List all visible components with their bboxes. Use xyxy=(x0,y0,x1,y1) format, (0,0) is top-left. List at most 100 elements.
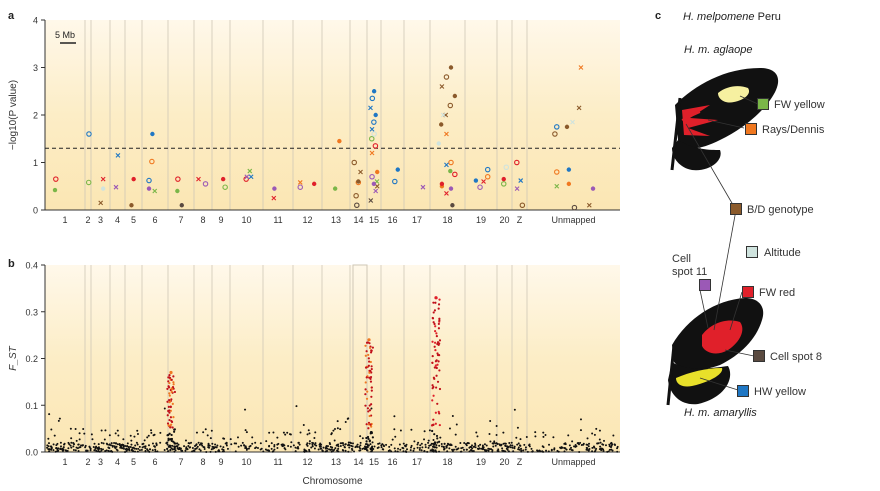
fst-point xyxy=(107,446,110,449)
fst-point xyxy=(367,427,370,430)
fst-point xyxy=(525,435,528,438)
fst-point xyxy=(124,450,127,453)
fst-point xyxy=(434,411,437,414)
fst-point xyxy=(270,442,273,445)
chromosome-label: 4 xyxy=(115,457,120,467)
data-point xyxy=(222,184,228,190)
fst-peak-top xyxy=(434,296,438,300)
data-point xyxy=(484,166,491,173)
fst-point xyxy=(314,442,317,445)
fst-point xyxy=(270,447,273,450)
fst-point xyxy=(370,371,373,374)
fst-point xyxy=(369,375,373,379)
fst-point xyxy=(571,449,574,452)
fst-point xyxy=(70,446,73,449)
fst-point xyxy=(313,447,316,450)
fst-point xyxy=(339,428,342,431)
data-point xyxy=(500,181,507,187)
data-point xyxy=(369,126,375,132)
fst-point xyxy=(471,447,474,450)
data-point xyxy=(514,186,520,192)
fst-point xyxy=(542,435,545,438)
fst-point xyxy=(429,444,432,447)
fst-point xyxy=(438,319,441,322)
fst-point xyxy=(516,426,519,429)
data-point xyxy=(369,150,375,156)
fst-point xyxy=(432,311,435,314)
fst-point xyxy=(586,437,589,440)
fst-point xyxy=(55,444,58,447)
fst-point xyxy=(409,446,412,449)
fst-point xyxy=(251,442,254,445)
fst-point xyxy=(207,442,210,445)
fst-point xyxy=(105,449,108,452)
fst-point xyxy=(488,432,491,435)
fst-point xyxy=(435,434,439,438)
fst-point xyxy=(144,445,147,448)
fst-point xyxy=(430,442,433,445)
hw-yellow-swatch xyxy=(737,385,749,397)
chromosome-label: Z xyxy=(517,457,523,467)
fst-point xyxy=(109,450,112,453)
fst-point xyxy=(513,408,516,411)
fst-point xyxy=(247,447,250,450)
fst-point xyxy=(117,434,120,437)
fst-point xyxy=(244,446,247,449)
fst-point xyxy=(171,402,174,405)
fst-point xyxy=(315,444,318,447)
cell-spot-11-swatch xyxy=(699,279,711,291)
fst-point xyxy=(308,442,311,445)
fst-point xyxy=(427,439,430,442)
fst-point xyxy=(77,443,80,446)
data-point xyxy=(443,74,450,80)
fst-point xyxy=(136,443,139,446)
chromosome-label: Unmapped xyxy=(551,215,595,225)
fst-point xyxy=(433,322,436,326)
fst-point xyxy=(434,325,437,328)
fst-point xyxy=(277,442,280,445)
fst-point xyxy=(142,442,145,445)
fst-point xyxy=(359,444,362,447)
fst-point xyxy=(579,441,582,444)
fst-point xyxy=(366,390,369,393)
fst-point xyxy=(170,378,173,381)
fst-point xyxy=(273,444,276,447)
data-point xyxy=(503,164,510,171)
fst-point xyxy=(437,307,440,310)
fst-point xyxy=(168,411,171,414)
fw-yellow-label: FW yellow xyxy=(774,99,825,111)
fst-point xyxy=(556,449,559,452)
data-point xyxy=(372,143,379,149)
fst-point xyxy=(364,344,367,347)
fst-point xyxy=(211,442,214,445)
fst-point xyxy=(536,449,539,452)
fst-point xyxy=(80,444,83,447)
fst-point xyxy=(502,431,505,434)
fst-point xyxy=(393,447,396,450)
fst-point xyxy=(195,431,198,434)
fst-point xyxy=(434,449,437,452)
fst-point xyxy=(67,447,70,450)
chromosome-label: 15 xyxy=(369,457,379,467)
fst-point xyxy=(104,429,107,432)
fst-point xyxy=(188,442,191,445)
fst-point xyxy=(451,414,454,417)
cell-spot-8-label: Cell spot 8 xyxy=(770,351,822,363)
fst-point xyxy=(146,436,149,439)
fst-point xyxy=(454,433,457,436)
data-point xyxy=(448,186,454,191)
fst-point xyxy=(57,447,60,450)
fst-point xyxy=(578,450,581,453)
fst-point xyxy=(111,445,114,448)
fst-point xyxy=(122,446,125,449)
fst-point xyxy=(424,446,427,449)
fst-peak-chr-18 xyxy=(430,296,442,452)
fst-point xyxy=(420,449,423,452)
chromosome-label: 17 xyxy=(412,457,422,467)
fst-point xyxy=(530,447,533,450)
fst-point xyxy=(351,442,354,445)
fst-point xyxy=(431,448,434,451)
fst-point xyxy=(601,447,604,450)
fst-point xyxy=(388,449,391,452)
